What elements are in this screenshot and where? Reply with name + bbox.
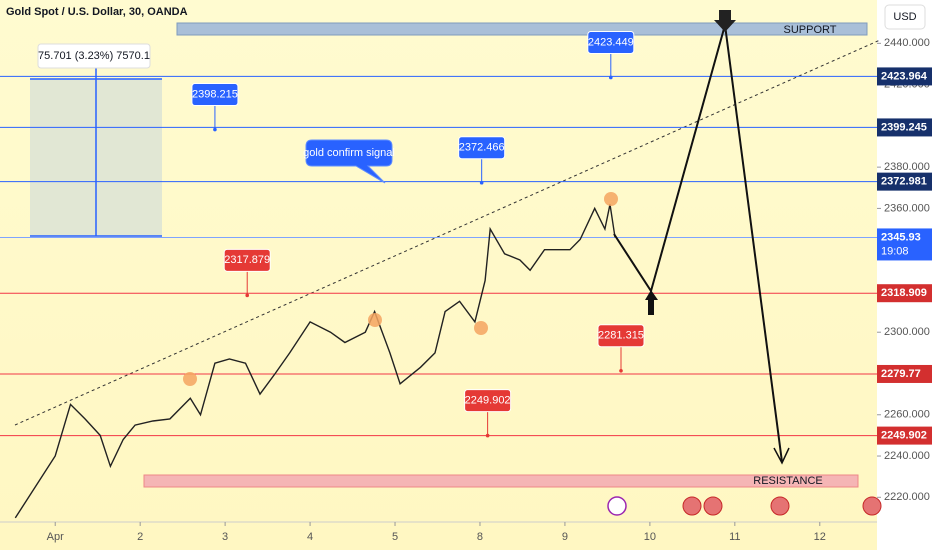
signal-label: gold confirm signal: [303, 147, 395, 159]
level-countdown: 19:08: [881, 245, 909, 257]
level-label: 2399.245: [881, 121, 927, 133]
currency[interactable]: USD: [893, 11, 916, 23]
level-label-box: [877, 228, 932, 261]
callout-dot: [479, 180, 484, 185]
event-icon[interactable]: [607, 496, 627, 516]
down-arrow: [714, 10, 736, 32]
callout-label: 2372.466: [459, 142, 505, 154]
event-icon[interactable]: [770, 496, 790, 516]
marker: [368, 313, 382, 327]
callout-label: 2398.215: [192, 88, 238, 100]
x-tick-label: 5: [392, 531, 398, 543]
measure-label-box: [37, 43, 151, 69]
marker: [474, 321, 488, 335]
callout-box: [223, 248, 271, 272]
y-tick-label: 2220.000: [884, 491, 930, 503]
price-line: [14, 204, 616, 519]
y-tick-label: 2440.000: [884, 37, 930, 49]
y-tick-label: 2260.000: [884, 409, 930, 421]
support-zone: [176, 22, 868, 36]
level-label-box: [877, 118, 932, 137]
level-label-box: [877, 364, 932, 383]
measure-label: 75.701 (3.23%) 7570.1: [38, 50, 150, 62]
projection-arrowhead: [773, 447, 790, 465]
callout-label: 2317.879: [224, 254, 270, 266]
x-tick-label: 10: [644, 531, 656, 543]
level-label: 2249.902: [881, 430, 927, 442]
level-label: 2423.964: [881, 70, 928, 82]
callout-label: 2281.315: [598, 330, 644, 342]
level-label-box: [877, 284, 932, 303]
projection: [613, 24, 783, 463]
up-arrow: [645, 290, 658, 315]
level-label-box: [877, 67, 932, 86]
callout-dot: [245, 293, 250, 298]
level-label: 2279.77: [881, 368, 921, 380]
y-tick-label: 2380.000: [884, 161, 930, 173]
x-tick-label: 2: [137, 531, 143, 543]
y-tick-label: 2360.000: [884, 202, 930, 214]
level-label-box: [877, 172, 932, 191]
callout-box: [587, 30, 635, 54]
callout-dot: [609, 75, 613, 80]
signal-bubble: [305, 139, 393, 184]
event-icon[interactable]: [682, 496, 702, 516]
level-label: 2345.93: [881, 231, 921, 243]
callout-dot: [619, 368, 623, 373]
x-tick-label: 11: [729, 531, 740, 543]
resistance-label: RESISTANCE: [753, 475, 822, 487]
callout-box: [464, 389, 512, 413]
callout-label: 2249.902: [465, 395, 511, 407]
x-tick-label: 4: [307, 531, 313, 543]
level-label-box: [877, 426, 932, 445]
level-label: 2318.909: [881, 287, 927, 299]
x-tick-label: 3: [222, 531, 228, 543]
x-tick-label: Apr: [47, 531, 64, 543]
callout-box: [458, 136, 506, 160]
price-axis: [877, 0, 932, 550]
currency-box[interactable]: [884, 4, 926, 30]
marker: [183, 372, 197, 386]
y-tick-label: 2240.000: [884, 450, 930, 462]
callout-box: [191, 83, 239, 107]
y-tick-label: 2300.000: [884, 326, 930, 338]
support-label: SUPPORT: [784, 24, 837, 36]
event-icon[interactable]: [703, 496, 723, 516]
x-tick-label: 9: [562, 531, 568, 543]
callout-label: 2423.449: [588, 36, 634, 48]
chart-title: Gold Spot / U.S. Dollar, 30, OANDA: [6, 6, 188, 18]
x-tick-label: 12: [814, 531, 826, 543]
level-label: 2372.981: [881, 176, 927, 188]
x-tick-label: 8: [477, 531, 483, 543]
callout-box: [597, 324, 645, 348]
resistance-zone: [143, 474, 859, 488]
trend-line: [14, 39, 881, 426]
callout-dot: [213, 127, 217, 132]
event-icon[interactable]: [862, 496, 882, 516]
marker: [604, 192, 618, 206]
callout-dot: [485, 433, 490, 438]
